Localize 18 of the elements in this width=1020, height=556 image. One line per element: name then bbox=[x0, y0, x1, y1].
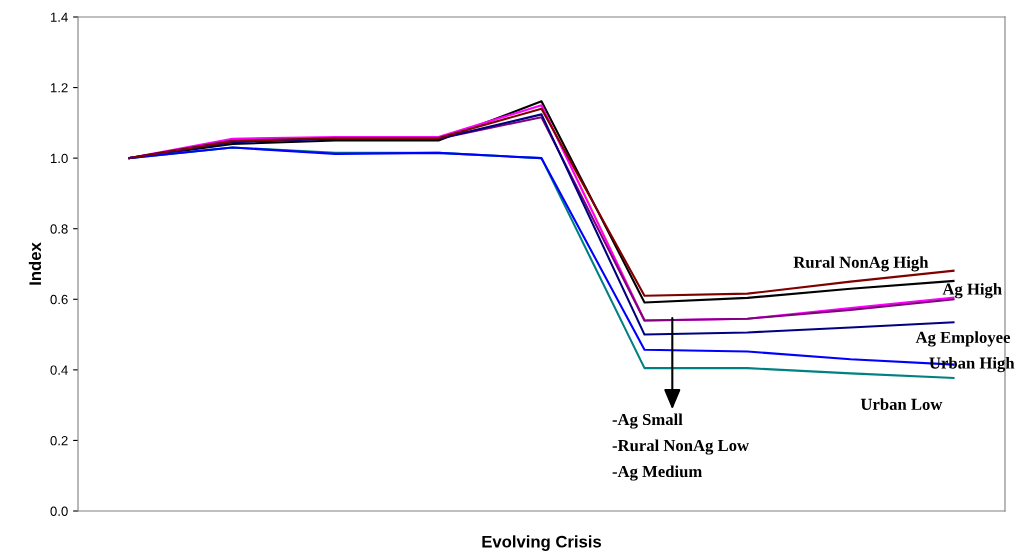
y-tick-label: 0.8 bbox=[50, 224, 68, 234]
annotation: -Ag Small bbox=[612, 413, 683, 429]
x-axis-title: Evolving Crisis bbox=[482, 535, 602, 551]
annotation: -Rural NonAg Low bbox=[612, 439, 749, 455]
y-tick-label: 1.4 bbox=[50, 12, 68, 22]
y-tick-label: 1.2 bbox=[50, 83, 68, 93]
y-axis-title: Index bbox=[28, 242, 42, 285]
annotation: -Ag Medium bbox=[612, 465, 702, 481]
y-tick-label: 0.6 bbox=[50, 294, 68, 305]
series-label: Ag Employee bbox=[915, 331, 1011, 347]
y-tick-label: 0.0 bbox=[50, 506, 68, 516]
series-label: Ag High bbox=[942, 283, 1002, 299]
y-tick-label: 0.2 bbox=[50, 436, 68, 446]
y-tick-label: 1.0 bbox=[50, 153, 68, 164]
series-label: Urban High bbox=[929, 356, 1015, 373]
series-label: Rural NonAg High bbox=[793, 256, 929, 272]
series-label: Urban Low bbox=[860, 398, 943, 410]
y-tick-label: 0.4 bbox=[50, 365, 68, 375]
